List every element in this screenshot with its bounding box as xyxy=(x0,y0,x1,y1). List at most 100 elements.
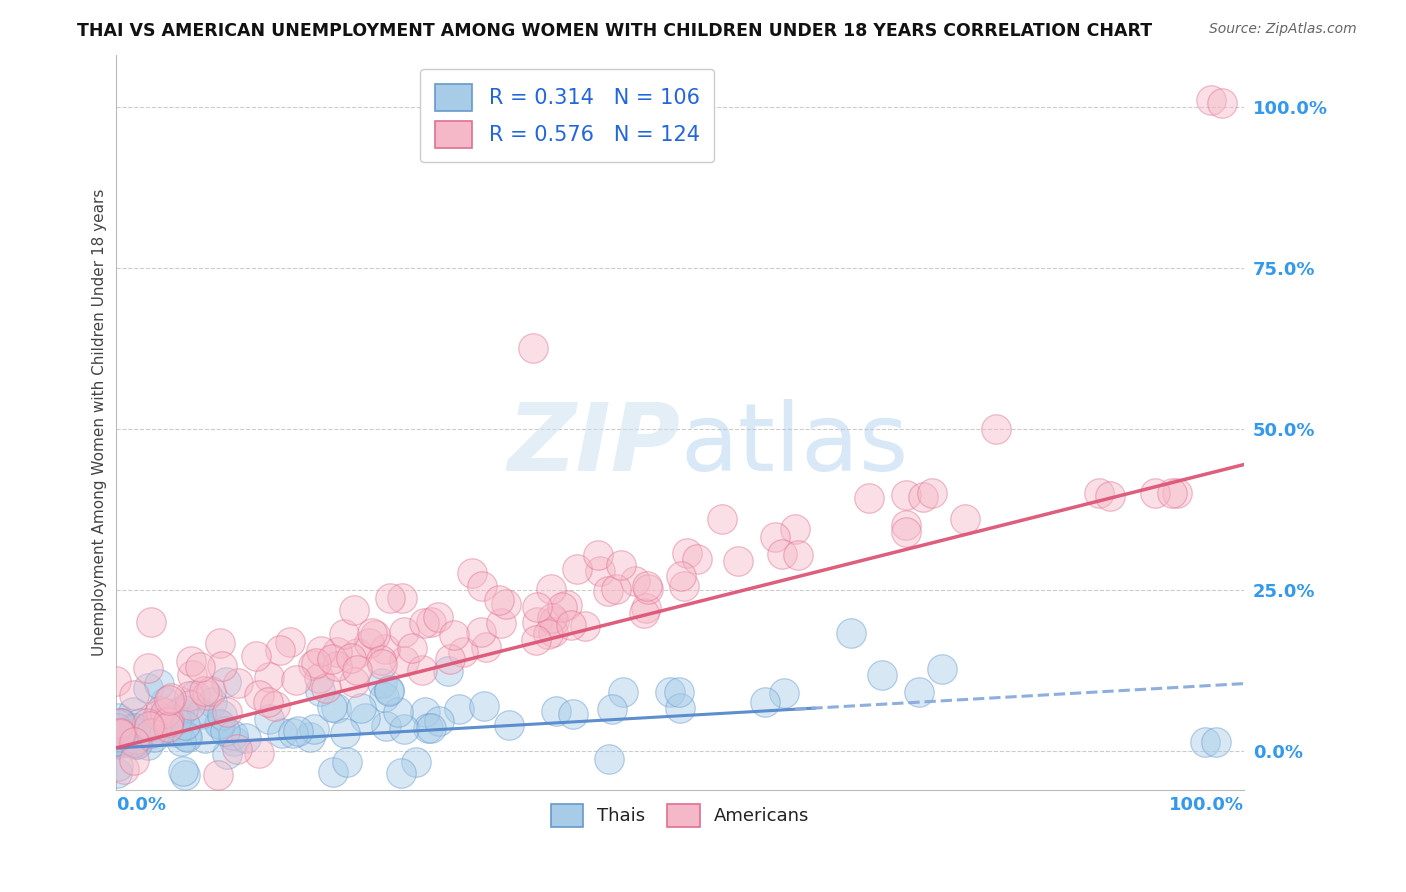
Point xyxy=(488,593,510,607)
Point xyxy=(636,579,658,593)
Point xyxy=(308,671,330,685)
Point xyxy=(120,722,142,736)
Point xyxy=(136,681,159,696)
Point xyxy=(122,706,145,720)
Point xyxy=(605,582,627,596)
Point xyxy=(1205,734,1227,748)
Point xyxy=(195,688,218,702)
Point xyxy=(346,646,368,660)
Point xyxy=(184,688,207,702)
Point xyxy=(754,695,776,709)
Point xyxy=(120,723,142,738)
Point xyxy=(125,737,148,751)
Point xyxy=(104,736,127,750)
Point xyxy=(624,574,647,588)
Point xyxy=(201,695,224,709)
Point xyxy=(211,708,233,723)
Point xyxy=(461,566,484,581)
Point xyxy=(389,766,412,780)
Point xyxy=(475,640,498,654)
Point xyxy=(783,523,806,537)
Point xyxy=(411,663,433,677)
Point xyxy=(786,548,808,562)
Point xyxy=(148,708,170,723)
Point xyxy=(420,722,443,736)
Point xyxy=(263,698,285,713)
Point xyxy=(156,715,179,730)
Point xyxy=(436,664,458,678)
Point xyxy=(1211,96,1233,111)
Text: THAI VS AMERICAN UNEMPLOYMENT AMONG WOMEN WITH CHILDREN UNDER 18 YEARS CORRELATI: THAI VS AMERICAN UNEMPLOYMENT AMONG WOME… xyxy=(77,22,1153,40)
Point xyxy=(271,726,294,740)
Point xyxy=(561,706,583,721)
Point xyxy=(634,601,657,615)
Point xyxy=(540,611,562,625)
Point xyxy=(177,689,200,703)
Point xyxy=(912,490,935,504)
Point xyxy=(377,683,399,698)
Point xyxy=(114,734,136,748)
Point xyxy=(668,701,690,715)
Point xyxy=(354,711,377,725)
Point xyxy=(136,738,159,752)
Point xyxy=(211,658,233,673)
Point xyxy=(302,658,325,673)
Point xyxy=(190,706,212,721)
Point xyxy=(346,663,368,677)
Point xyxy=(377,682,399,697)
Point xyxy=(247,688,270,702)
Point xyxy=(675,546,697,560)
Point xyxy=(392,723,415,737)
Point xyxy=(342,602,364,616)
Point xyxy=(471,579,494,593)
Point xyxy=(609,558,631,572)
Point xyxy=(125,730,148,744)
Point xyxy=(148,677,170,691)
Point xyxy=(361,625,384,640)
Point xyxy=(340,650,363,665)
Point xyxy=(153,695,176,709)
Point xyxy=(245,648,267,663)
Point xyxy=(470,624,492,639)
Point xyxy=(209,717,232,731)
Point xyxy=(141,615,163,629)
Point xyxy=(333,627,356,641)
Point xyxy=(125,725,148,739)
Point xyxy=(412,616,434,631)
Point xyxy=(560,617,582,632)
Point xyxy=(668,685,690,699)
Point xyxy=(371,675,394,690)
Point xyxy=(1166,486,1188,500)
Point xyxy=(426,610,449,624)
Point xyxy=(122,753,145,767)
Point xyxy=(150,711,173,725)
Point xyxy=(155,723,177,738)
Y-axis label: Unemployment Among Women with Children Under 18 years: Unemployment Among Women with Children U… xyxy=(93,189,107,657)
Point xyxy=(170,733,193,747)
Point xyxy=(278,634,301,648)
Point xyxy=(173,718,195,732)
Point xyxy=(427,714,450,728)
Point xyxy=(333,726,356,740)
Point xyxy=(172,764,194,778)
Point xyxy=(180,668,202,682)
Point xyxy=(522,342,544,356)
Point xyxy=(633,607,655,621)
Point xyxy=(107,759,129,773)
Point xyxy=(222,728,245,742)
Point xyxy=(378,591,401,605)
Point xyxy=(394,654,416,668)
Text: 100.0%: 100.0% xyxy=(1170,797,1244,814)
Point xyxy=(207,767,229,781)
Point xyxy=(637,582,659,597)
Point xyxy=(839,625,862,640)
Point xyxy=(451,645,474,659)
Point xyxy=(574,619,596,633)
Point xyxy=(908,684,931,698)
Point xyxy=(672,579,695,593)
Point xyxy=(215,706,238,720)
Point xyxy=(495,597,517,611)
Point xyxy=(281,726,304,740)
Point xyxy=(108,727,131,741)
Point xyxy=(541,625,564,640)
